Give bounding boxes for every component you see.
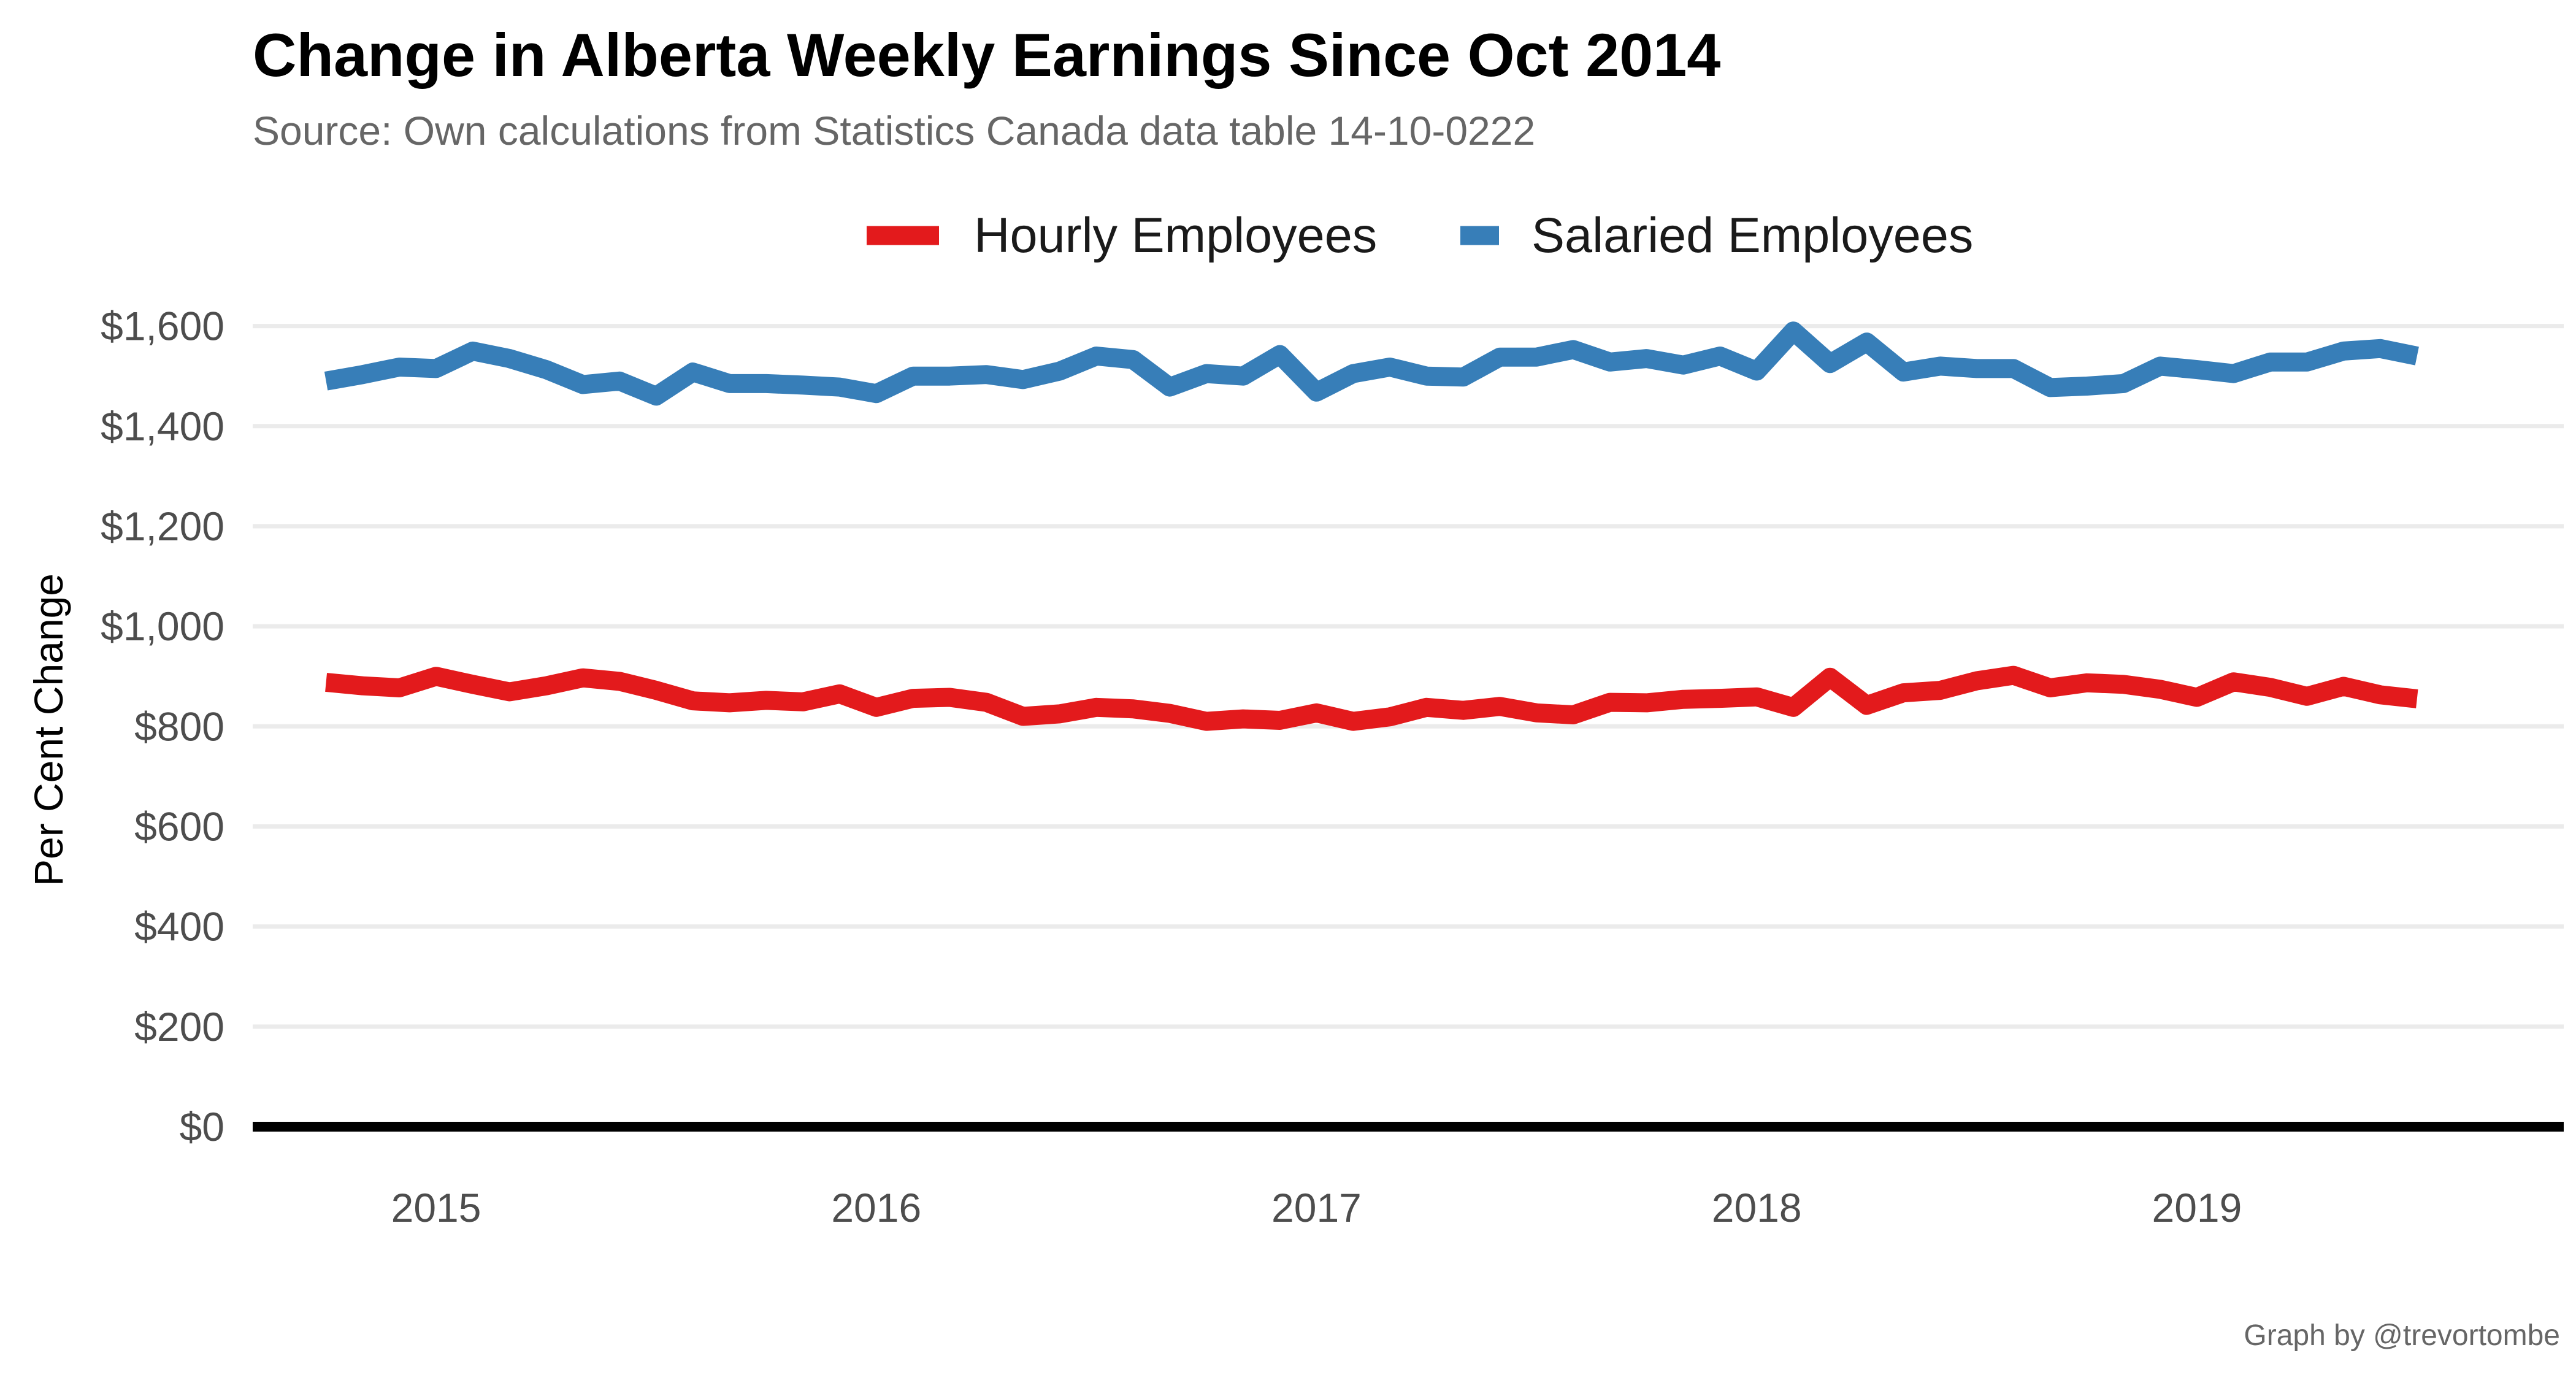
caption: Graph by @trevortombe [2244, 1319, 2560, 1352]
legend-label-hourly: Hourly Employees [974, 208, 1377, 263]
y-tick-label: $0 [180, 1104, 224, 1149]
x-tick-label: 2018 [1712, 1185, 1802, 1230]
y-tick-label: $1,400 [101, 404, 224, 449]
gridlines [253, 324, 2564, 1029]
series-line-salaried-employees [324, 321, 2419, 406]
x-axis-ticks: 2015 2016 2017 2018 2019 [391, 1185, 2242, 1230]
x-tick-label: 2016 [831, 1185, 921, 1230]
x-tick-label: 2017 [1271, 1185, 1362, 1230]
y-axis-ticks: $0 $200 $400 $600 $800 $1,000 $1,200 $1,400 $1,6… [101, 304, 224, 1149]
x-tick-label: 2015 [391, 1185, 481, 1230]
legend: Hourly Employees Salaried Employees [867, 208, 1973, 263]
y-tick-label: $1,600 [101, 304, 224, 349]
chart-subtitle: Source: Own calculations from Statistics… [253, 108, 1535, 153]
y-tick-label: $200 [134, 1004, 224, 1049]
x-tick-label: 2019 [2152, 1185, 2242, 1230]
y-axis-label: Per Cent Change [26, 573, 71, 886]
y-tick-label: $1,200 [101, 504, 224, 549]
legend-label-salaried: Salaried Employees [1531, 208, 1973, 263]
y-tick-label: $400 [134, 904, 224, 949]
y-tick-label: $600 [134, 803, 224, 849]
chart-title: Change in Alberta Weekly Earnings Since … [253, 21, 1720, 89]
series-layer [324, 321, 2419, 731]
y-tick-label: $800 [134, 703, 224, 749]
series-line-hourly-employees [325, 665, 2418, 731]
y-tick-label: $1,000 [101, 604, 224, 649]
